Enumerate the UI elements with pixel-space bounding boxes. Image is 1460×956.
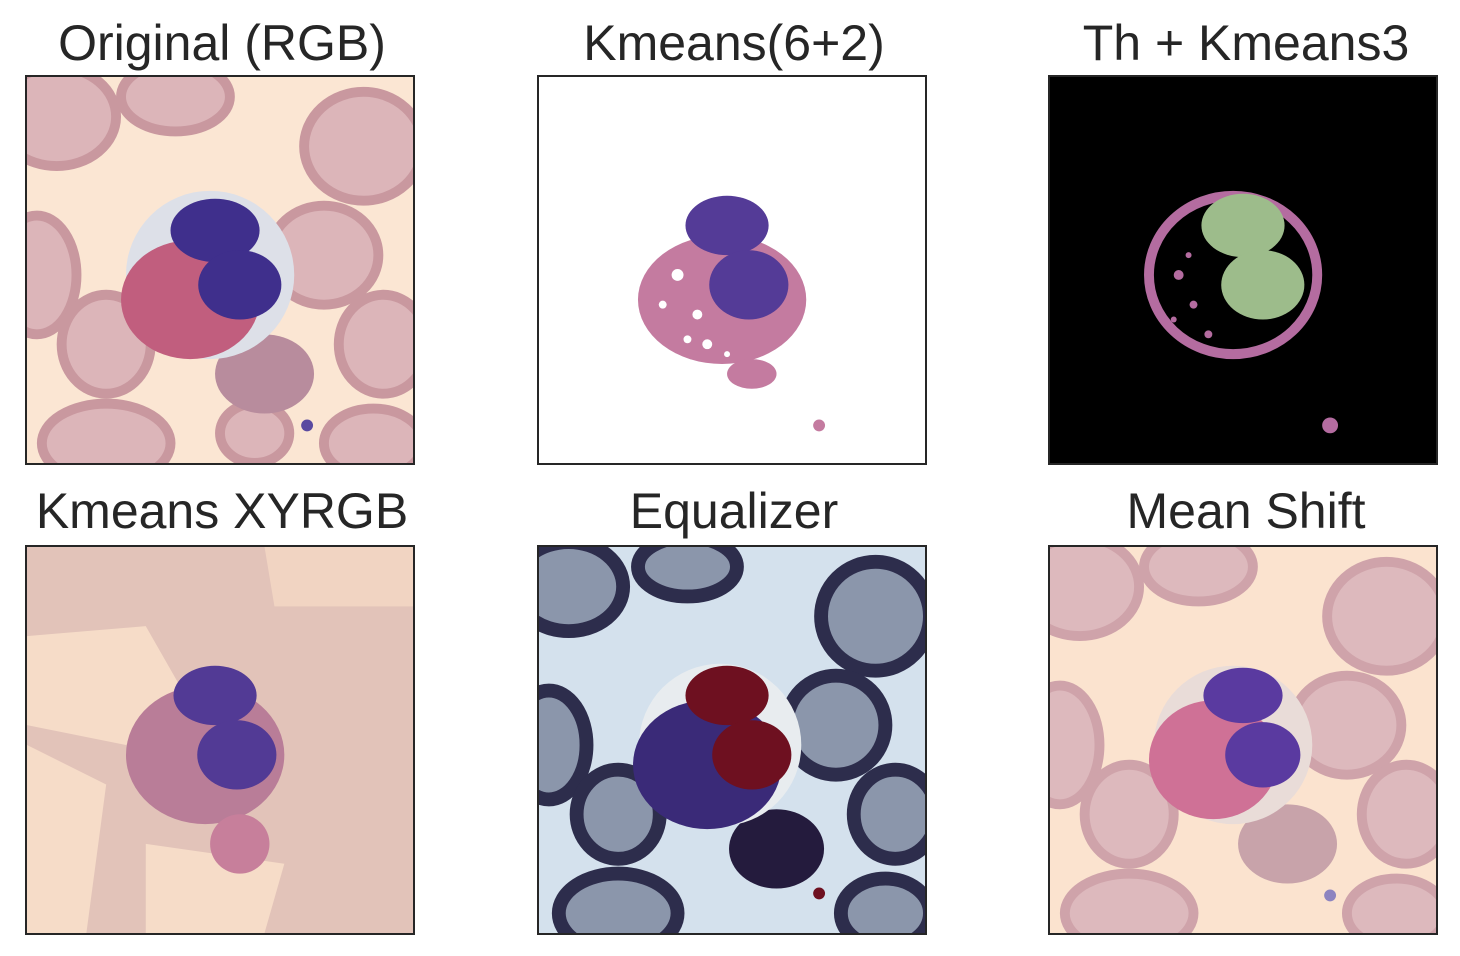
blood-cell-image-original: [27, 77, 413, 463]
panel-title-kmeans-xyrgb: Kmeans XYRGB: [35, 483, 409, 539]
blood-cell-image-mean-shift: [1050, 547, 1436, 933]
panel-original-image: [25, 75, 415, 465]
blood-cell-image-equalizer: [539, 547, 925, 933]
panel-title-mean-shift: Mean Shift: [1126, 483, 1366, 539]
blood-cell-image-th-kmeans3: [1050, 77, 1436, 463]
panel-equalizer-image: [537, 545, 927, 935]
panel-title-kmeans-6-2: Kmeans(6+2): [583, 15, 885, 71]
blood-cell-image-kmeans-6-2: [539, 77, 925, 463]
panel-title-original: Original (RGB): [58, 15, 386, 71]
panel-kmeans-6-2-image: [537, 75, 927, 465]
panel-kmeans-xyrgb-image: [25, 545, 415, 935]
panel-th-kmeans3-image: [1048, 75, 1438, 465]
panel-title-equalizer: Equalizer: [629, 483, 839, 539]
panel-mean-shift-image: [1048, 545, 1438, 935]
panel-title-th-kmeans3: Th + Kmeans3: [1082, 15, 1410, 71]
blood-cell-image-kmeans-xyrgb: [27, 547, 413, 933]
